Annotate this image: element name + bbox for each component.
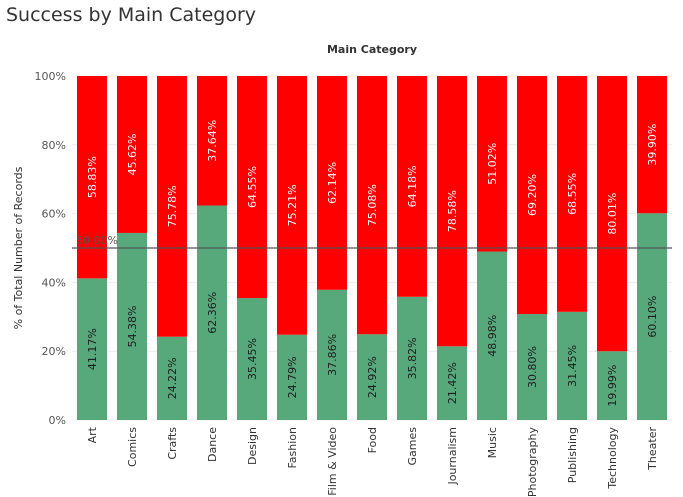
- data-label: 35.45%: [246, 338, 259, 380]
- data-label: 64.55%: [246, 166, 259, 208]
- x-tick-label: Fashion: [286, 427, 299, 469]
- data-label: 37.86%: [326, 334, 339, 376]
- data-label: 39.90%: [646, 124, 659, 166]
- x-tick-label: Art: [86, 426, 99, 443]
- data-label: 75.21%: [286, 184, 299, 226]
- bar-segment-success: [557, 311, 587, 420]
- data-label: 19.99%: [606, 365, 619, 407]
- bar-segment-success: [77, 278, 107, 420]
- bar-segment-success: [317, 289, 347, 420]
- data-label: 51.02%: [486, 143, 499, 185]
- bar-segment-failure: [117, 76, 147, 233]
- data-label: 62.14%: [326, 162, 339, 204]
- data-label: 80.01%: [606, 193, 619, 235]
- bar-segment-failure: [317, 76, 347, 290]
- x-tick-label: Publishing: [566, 427, 579, 483]
- bar-segment-success: [437, 346, 467, 420]
- data-label: 30.80%: [526, 346, 539, 388]
- bar-segment-failure: [277, 76, 307, 335]
- y-tick-label: 100%: [35, 70, 66, 83]
- y-axis-label: % of Total Number of Records: [12, 166, 25, 329]
- x-tick-label: Photography: [526, 427, 539, 497]
- x-tick-label: Crafts: [166, 427, 179, 460]
- data-label: 24.22%: [166, 357, 179, 399]
- x-tick-label: Comics: [126, 427, 139, 467]
- y-tick-label: 40%: [42, 276, 66, 289]
- y-tick-label: 80%: [42, 139, 66, 152]
- x-tick-label: Games: [406, 427, 419, 466]
- data-label: 62.36%: [206, 292, 219, 334]
- bar-segment-success: [117, 232, 147, 420]
- x-tick-label: Technology: [606, 427, 619, 490]
- x-tick-label: Film & Video: [326, 427, 339, 496]
- data-label: 68.55%: [566, 173, 579, 215]
- data-label: 58.83%: [86, 156, 99, 198]
- data-label: 54.38%: [126, 305, 139, 347]
- data-label: 31.45%: [566, 345, 579, 387]
- bar-segment-success: [357, 334, 387, 420]
- bar-segment-failure: [157, 76, 187, 337]
- column-header: Main Category: [327, 43, 417, 56]
- bar-segment-failure: [77, 76, 107, 279]
- bar-segment-failure: [477, 76, 507, 252]
- data-label: 45.62%: [126, 133, 139, 175]
- data-label: 60.10%: [646, 296, 659, 338]
- bar-segment-success: [157, 336, 187, 420]
- bar-segment-failure: [437, 76, 467, 347]
- chart-title: Success by Main Category: [6, 4, 257, 26]
- x-tick-label: Music: [486, 427, 499, 458]
- bar-segment-failure: [517, 76, 547, 315]
- bar-segment-failure: [197, 76, 227, 206]
- data-label: 75.78%: [166, 185, 179, 227]
- reference-line-label: 50.00%: [76, 234, 118, 247]
- bar-segment-success: [477, 251, 507, 420]
- data-label: 64.18%: [406, 165, 419, 207]
- y-tick-label: 20%: [42, 345, 66, 358]
- data-label: 37.64%: [206, 120, 219, 162]
- bar-segment-failure: [597, 76, 627, 352]
- data-label: 41.17%: [86, 328, 99, 370]
- data-label: 21.42%: [446, 362, 459, 404]
- x-tick-label: Journalism: [446, 427, 459, 486]
- bar-segment-success: [517, 314, 547, 420]
- bar-segment-failure: [397, 76, 427, 297]
- data-label: 24.92%: [366, 356, 379, 398]
- data-label: 35.82%: [406, 337, 419, 379]
- bar-segment-failure: [357, 76, 387, 335]
- bar-segment-failure: [237, 76, 267, 299]
- bar-segment-success: [397, 296, 427, 420]
- data-label: 75.08%: [366, 184, 379, 226]
- bar-segment-success: [237, 298, 267, 420]
- x-tick-label: Design: [246, 427, 259, 465]
- y-tick-label: 60%: [42, 208, 66, 221]
- bar-segment-failure: [637, 76, 667, 214]
- x-tick-label: Theater: [646, 427, 659, 471]
- bar-segment-success: [597, 351, 627, 420]
- bar-segment-success: [277, 334, 307, 420]
- data-label: 24.79%: [286, 356, 299, 398]
- data-label: 69.20%: [526, 174, 539, 216]
- bar-segment-success: [197, 205, 227, 420]
- data-label: 48.98%: [486, 315, 499, 357]
- bar-segment-failure: [557, 76, 587, 312]
- x-tick-label: Food: [366, 427, 379, 453]
- y-tick-label: 0%: [49, 414, 66, 427]
- x-tick-label: Dance: [206, 427, 219, 462]
- data-label: 78.58%: [446, 190, 459, 232]
